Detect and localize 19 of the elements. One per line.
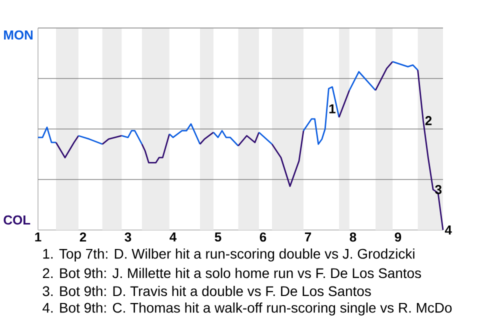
text: 2. Bot 9th: J. Millette hit a solo home run vs F. De Los Santos [42, 268, 422, 278]
x-tick-label: 6 [260, 232, 266, 242]
text: COL [4, 215, 30, 225]
annotation: 2 [425, 116, 432, 126]
x-tick-label: 7 [304, 232, 312, 242]
text: 1. Top 7th: D. Wilber hit a run-scoring double vs J. Grodzicki [43, 248, 414, 262]
text: MON [4, 30, 33, 40]
annotation: 3 [435, 185, 442, 194]
x-tick-label: 8 [350, 232, 356, 242]
text: 3. Bot 9th: D. Travis hit a double vs F. De Los Santos [42, 286, 371, 296]
x-tick-label: 5 [214, 232, 222, 242]
x-tick-label: 2 [80, 232, 86, 242]
text: 4. Bot 9th: C. Thomas hit a walk-off run-scoring single vs R. McDo [42, 302, 452, 316]
x-tick-label: 3 [124, 232, 132, 242]
annotation: 1 [329, 104, 336, 114]
x-tick-label: 9 [394, 232, 402, 242]
annotation: 4 [444, 226, 452, 234]
x-tick-label: 1 [35, 232, 42, 242]
x-tick-label: 4 [170, 232, 177, 242]
